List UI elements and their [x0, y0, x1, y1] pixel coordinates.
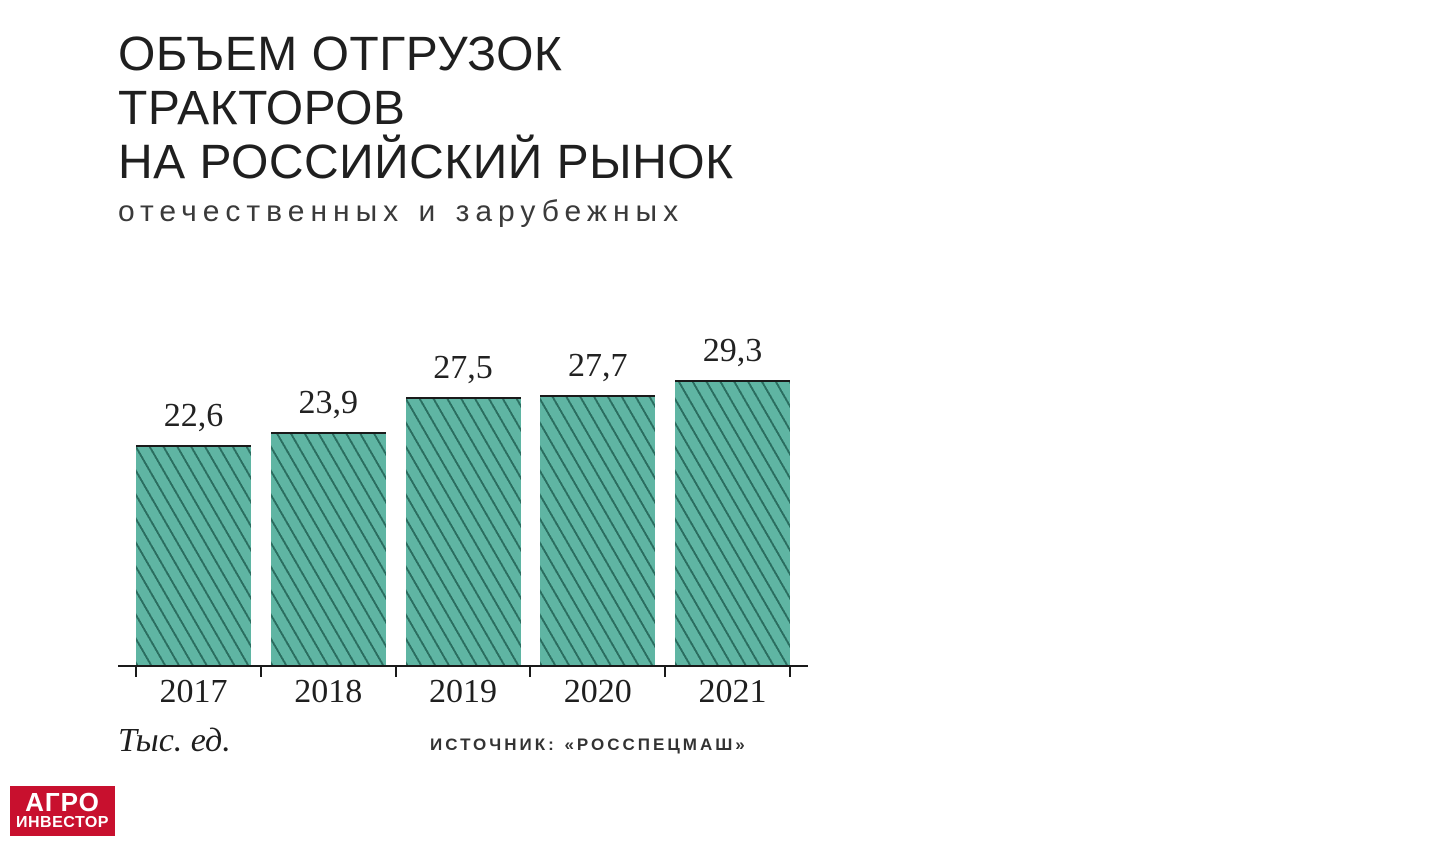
bar-group: 23,9 [271, 384, 386, 665]
publisher-logo: АГРО ИНВЕСТОР [10, 786, 115, 836]
bar [540, 395, 655, 665]
chart-subtitle: отечественных и зарубежных [118, 195, 734, 229]
chart-container: ОБЪЕМ ОТГРУЗОК ТРАКТОРОВ НА РОССИЙСКИЙ Р… [0, 0, 1430, 848]
bar-value-label: 22,6 [164, 397, 224, 435]
logo-line-2: ИНВЕСТОР [16, 815, 109, 830]
bar-group: 22,6 [136, 397, 251, 665]
chart-title: ОБЪЕМ ОТГРУЗОК ТРАКТОРОВ НА РОССИЙСКИЙ Р… [118, 28, 734, 189]
bar-value-label: 27,7 [568, 347, 628, 385]
axis-tick [664, 665, 666, 677]
axis-tick [135, 665, 137, 677]
title-line-2: ТРАКТОРОВ [118, 82, 405, 135]
logo-line-1: АГРО [16, 790, 109, 815]
bar-group: 27,7 [540, 347, 655, 665]
x-axis-label: 2019 [406, 673, 521, 711]
title-line-3: НА РОССИЙСКИЙ РЫНОК [118, 136, 734, 189]
x-axis-label: 2020 [540, 673, 655, 711]
bar-value-label: 27,5 [433, 349, 493, 387]
bar [406, 397, 521, 665]
bar-value-label: 23,9 [299, 384, 359, 422]
bar-chart: 22,623,927,527,729,3 2017201820192020202… [118, 315, 808, 665]
axis-tick [529, 665, 531, 677]
bar-group: 29,3 [675, 332, 790, 665]
bar-value-label: 29,3 [703, 332, 763, 370]
axis-tick [395, 665, 397, 677]
bar [675, 380, 790, 665]
bar-group: 27,5 [406, 349, 521, 665]
axis-tick [789, 665, 791, 677]
title-line-1: ОБЪЕМ ОТГРУЗОК [118, 28, 562, 81]
x-axis-label: 2018 [271, 673, 386, 711]
bars-area: 22,6 23,9 27,5 27,7 29,3 [118, 315, 808, 667]
x-axis-labels: 2017 2018 2019 2020 2021 [118, 667, 808, 711]
source-label: ИСТОЧНИК: «РОССПЕЦМАШ» [430, 735, 748, 755]
bar [136, 445, 251, 665]
x-axis-label: 2021 [675, 673, 790, 711]
unit-label: Тыс. ед. [118, 722, 231, 760]
title-block: ОБЪЕМ ОТГРУЗОК ТРАКТОРОВ НА РОССИЙСКИЙ Р… [118, 28, 734, 229]
x-axis-label: 2017 [136, 673, 251, 711]
axis-tick [260, 665, 262, 677]
bar [271, 432, 386, 665]
